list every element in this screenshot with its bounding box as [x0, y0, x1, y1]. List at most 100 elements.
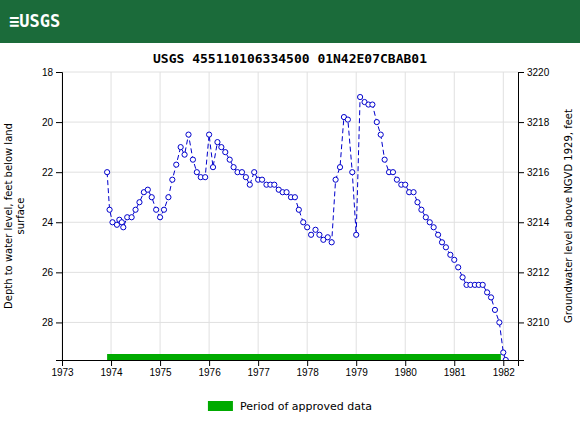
data-point [243, 175, 248, 180]
y2-axis-tick-mark [518, 172, 524, 173]
y2-axis-tick: 3216 [518, 167, 550, 178]
data-point [350, 170, 355, 175]
data-line [107, 97, 506, 360]
data-point [419, 207, 424, 212]
chart: ≡USGSUSGS 455110106334500 01N42E07CBAB01… [0, 0, 580, 430]
data-point [252, 170, 257, 175]
x-axis-tick-mark [356, 360, 357, 366]
data-point [460, 275, 465, 280]
data-point [325, 235, 330, 240]
legend-label: Period of approved data [240, 400, 372, 413]
data-point [149, 195, 154, 200]
data-point [259, 177, 264, 182]
data-point [378, 132, 383, 137]
x-axis-tick: 1973 [51, 360, 74, 378]
data-point [178, 145, 183, 150]
y-axis-tick-label: 18 [42, 67, 54, 78]
x-axis-tick: 1977 [248, 360, 271, 378]
x-axis-tick: 1979 [346, 360, 369, 378]
data-point [186, 132, 191, 137]
title: USGS 455110106334500 01N42E07CBAB01 [153, 51, 427, 66]
data-point [448, 252, 453, 257]
x-axis-tick-label: 1976 [198, 367, 221, 378]
y-axis-tick-mark [56, 272, 62, 273]
data-point [390, 170, 395, 175]
data-point [119, 220, 124, 225]
data-point [170, 177, 175, 182]
y-axis-tick: 18 [42, 67, 62, 78]
y-axis-tick: 20 [42, 117, 62, 128]
data-point [456, 265, 461, 270]
data-point [485, 290, 490, 295]
y-axis-tick-mark [56, 172, 62, 173]
data-point [121, 225, 126, 230]
y-axis-title: Depth to water level, feet below landsur… [3, 123, 26, 309]
x-axis-tick-label: 1975 [149, 367, 172, 378]
y2-axis-tick-mark [518, 222, 524, 223]
y-axis-tick-label: 20 [42, 117, 54, 128]
y2-axis-title: Groundwater level above NGVD 1929, feet [563, 109, 574, 323]
y2-axis-tick-mark [518, 122, 524, 123]
data-point [415, 200, 420, 205]
x-axis-line [63, 361, 519, 367]
x-axis-tick-label: 1982 [493, 367, 516, 378]
legend-swatch [208, 401, 233, 411]
y-axis-tick-mark [56, 72, 62, 73]
x-axis-tick: 1975 [149, 360, 172, 378]
y2-axis-tick: 3210 [518, 317, 550, 328]
grid-line-y [62, 272, 518, 273]
x-axis-tick: 1981 [444, 360, 467, 378]
x-axis-tick-mark [111, 360, 112, 366]
data-point [105, 170, 110, 175]
y2-axis-tick-label: 3216 [527, 167, 550, 178]
data-point [137, 200, 142, 205]
x-axis-tick-mark [258, 360, 259, 366]
data-point [292, 195, 297, 200]
data-point [166, 195, 171, 200]
grid-line-x [454, 72, 455, 360]
grid-line-x [258, 72, 259, 360]
data-point [308, 232, 313, 237]
x-axis-tick-label: 1980 [395, 367, 418, 378]
data-point [354, 232, 359, 237]
y-axis: 182022242628 [42, 67, 63, 361]
x-axis-tick-label: 1973 [51, 367, 74, 378]
x-axis-tick-mark [209, 360, 210, 366]
y-axis-tick-mark [56, 322, 62, 323]
data-point [501, 350, 506, 355]
x-axis-tick: 1974 [100, 360, 123, 378]
data-point [215, 140, 220, 145]
x-axis-tick-mark [405, 360, 406, 366]
y-axis-tick: 24 [42, 217, 62, 228]
data-point [227, 157, 232, 162]
y2-axis-tick-mark [518, 322, 524, 323]
plot: 1973 1974 1975 1976 1977 1978 1979 1980 1981 1982… [3, 67, 574, 378]
y-axis-tick: 26 [42, 267, 62, 278]
x-axis-tick-mark [160, 360, 161, 366]
grid-line-x [209, 72, 210, 360]
data-point [154, 207, 159, 212]
data-point [317, 232, 322, 237]
y2-axis-tick-label: 3220 [527, 67, 550, 78]
data-point [480, 282, 485, 287]
grid-line-y [62, 72, 518, 73]
grid-line-x [405, 72, 406, 360]
marks [105, 94, 509, 360]
x-axis-tick-label: 1979 [346, 367, 369, 378]
y2-axis-tick-label: 3218 [527, 117, 550, 128]
data-point [129, 215, 134, 220]
data-point [431, 225, 436, 230]
data-point [358, 94, 363, 99]
data-point [182, 152, 187, 157]
data-point [223, 150, 228, 155]
data-point [313, 227, 318, 232]
data-point [107, 207, 112, 212]
data-point [206, 132, 211, 137]
data-point [329, 240, 334, 245]
y-axis-tick: 28 [42, 317, 62, 328]
x-axis-tick: 1978 [297, 360, 320, 378]
data-point [190, 157, 195, 162]
data-point [374, 119, 379, 124]
y-axis-tick-mark [56, 222, 62, 223]
legend: Period of approved data [208, 400, 372, 413]
